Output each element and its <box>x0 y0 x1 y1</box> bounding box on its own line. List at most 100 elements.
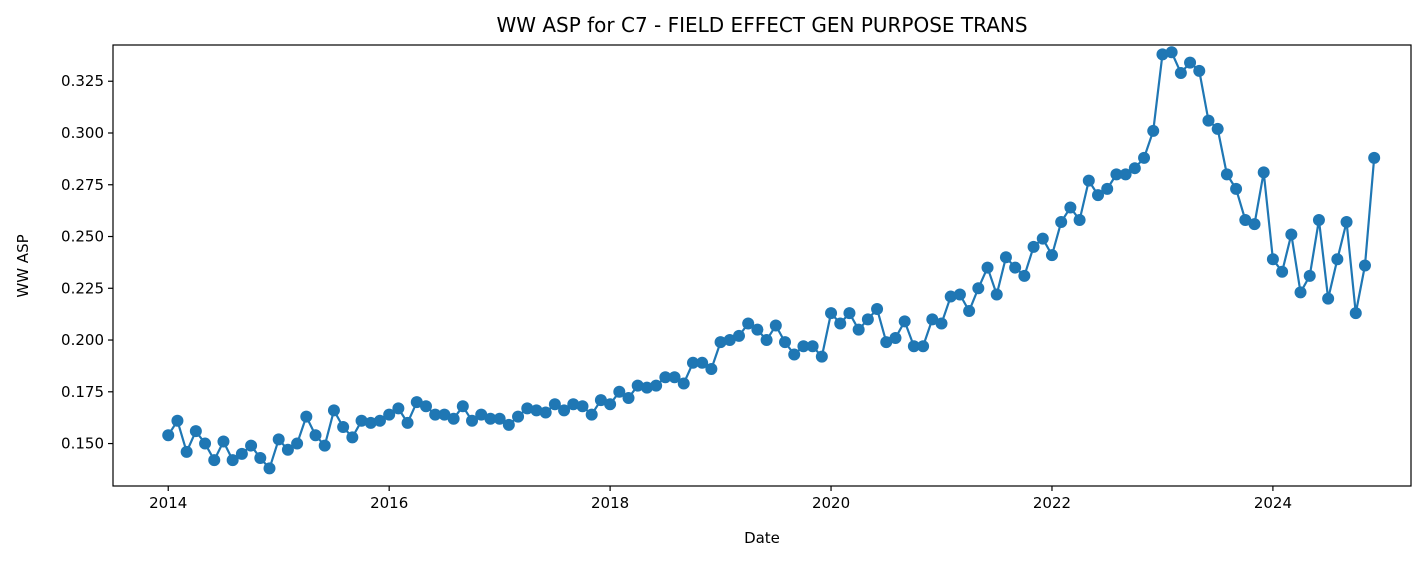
y-axis: 0.150 0.175 0.200 0.225 0.250 0.275 0.300 0.325 <box>61 72 113 453</box>
data-point <box>843 307 856 320</box>
data-point <box>631 379 644 392</box>
data-point <box>447 412 460 425</box>
x-tick-label: 2022 <box>1033 494 1071 512</box>
data-point <box>889 331 902 344</box>
data-point <box>208 454 221 467</box>
data-point <box>1312 213 1325 226</box>
data-point <box>1266 253 1279 266</box>
data-point <box>1018 269 1031 282</box>
data-point <box>438 408 451 421</box>
data-point <box>999 251 1012 264</box>
plot-frame <box>112 44 1412 487</box>
data-point <box>373 414 386 427</box>
data-point <box>548 398 561 411</box>
x-tick-label: 2018 <box>591 494 629 512</box>
data-point <box>217 435 230 448</box>
data-point <box>815 350 828 363</box>
data-point <box>512 410 525 423</box>
data-point <box>760 334 773 347</box>
data-point <box>1230 182 1243 195</box>
data-point <box>410 396 423 409</box>
data-point <box>779 336 792 349</box>
data-point <box>466 414 479 427</box>
data-point <box>1248 218 1261 231</box>
data-point <box>926 313 939 326</box>
data-point <box>475 408 488 421</box>
y-tick-label: 0.250 <box>61 228 104 246</box>
data-point <box>1220 168 1233 181</box>
data-point <box>1138 151 1151 164</box>
data-point <box>1045 249 1058 262</box>
data-point <box>1358 259 1371 272</box>
data-point <box>272 433 285 446</box>
data-point <box>576 400 589 413</box>
data-point <box>199 437 212 450</box>
data-point <box>696 356 709 369</box>
data-point <box>383 408 396 421</box>
data-point <box>309 429 322 442</box>
data-point <box>558 404 571 417</box>
y-tick-label: 0.200 <box>61 331 104 349</box>
data-point <box>254 452 267 465</box>
data-point <box>1055 216 1068 229</box>
y-tick-label: 0.325 <box>61 72 104 90</box>
series-line <box>167 51 1376 470</box>
data-point <box>668 371 681 384</box>
data-point <box>226 454 239 467</box>
data-point <box>659 371 672 384</box>
data-point <box>456 400 469 413</box>
x-tick-label: 2014 <box>149 494 187 512</box>
chart-title: WW ASP for C7 - FIELD EFFECT GEN PURPOSE… <box>496 13 1027 37</box>
data-point <box>484 412 497 425</box>
data-point <box>337 420 350 433</box>
data-point <box>318 439 331 452</box>
data-point <box>493 412 506 425</box>
data-point <box>742 317 755 330</box>
plot-area <box>162 46 1381 475</box>
x-axis-title: Date <box>744 529 780 547</box>
data-point <box>1303 269 1316 282</box>
data-point <box>1128 162 1141 175</box>
data-point <box>797 340 810 353</box>
data-point <box>1294 286 1307 299</box>
data-point <box>162 429 175 442</box>
data-point <box>180 445 193 458</box>
x-tick-label: 2020 <box>812 494 850 512</box>
data-point <box>171 414 184 427</box>
data-point <box>1036 232 1049 245</box>
data-point <box>935 317 948 330</box>
data-point <box>346 431 359 444</box>
data-point <box>732 329 745 342</box>
data-point <box>769 319 782 332</box>
data-point <box>1119 168 1132 181</box>
data-point <box>953 288 966 301</box>
data-point <box>530 404 543 417</box>
data-point <box>1239 213 1252 226</box>
x-tick-label: 2024 <box>1254 494 1292 512</box>
data-point <box>419 400 432 413</box>
data-point <box>640 381 653 394</box>
data-point <box>1064 201 1077 214</box>
data-point <box>806 340 819 353</box>
data-point <box>401 416 414 429</box>
data-point <box>861 313 874 326</box>
data-point <box>594 394 607 407</box>
data-point <box>1322 292 1335 305</box>
data-point <box>907 340 920 353</box>
data-point <box>871 302 884 315</box>
data-point <box>585 408 598 421</box>
data-point <box>1184 56 1197 69</box>
data-point <box>788 348 801 361</box>
data-point <box>1368 151 1381 164</box>
data-point <box>521 402 534 415</box>
data-point <box>1193 64 1206 77</box>
data-point <box>613 385 626 398</box>
data-point <box>567 398 580 411</box>
data-point <box>1073 213 1086 226</box>
data-point <box>990 288 1003 301</box>
y-tick-label: 0.150 <box>61 435 104 453</box>
data-point <box>1174 66 1187 79</box>
data-point <box>1092 189 1105 202</box>
data-point <box>723 334 736 347</box>
